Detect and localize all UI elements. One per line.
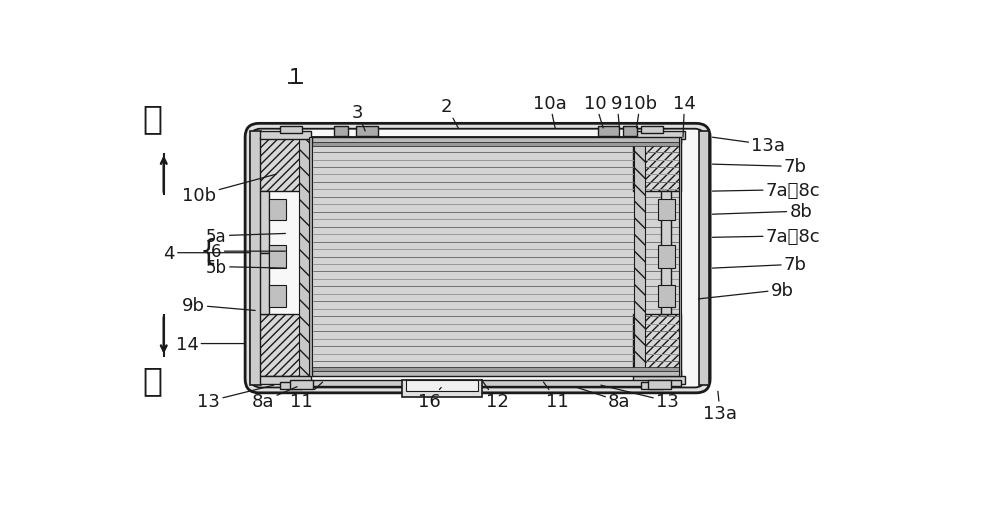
Bar [312,138,681,144]
Bar [658,200,675,221]
Bar [260,253,269,315]
Text: 13: 13 [197,385,274,410]
Bar [260,315,308,376]
Bar [334,126,348,136]
Bar [402,380,482,397]
Text: 7a、8c: 7a、8c [712,181,820,199]
Bar [356,126,378,136]
Text: 7b: 7b [712,158,807,176]
Text: 9: 9 [611,94,623,129]
Bar [623,126,637,136]
Text: 2: 2 [441,98,458,129]
Bar [260,192,269,253]
Bar [299,138,310,376]
Text: 8b: 8b [712,203,812,221]
Text: 13a: 13a [703,391,737,422]
Text: 6: 6 [211,243,285,261]
Bar [633,315,681,376]
Bar [658,286,675,307]
Bar [634,138,645,376]
Bar [309,138,312,376]
Text: 11: 11 [290,382,323,410]
Text: 16: 16 [418,388,441,410]
Text: 10: 10 [584,94,607,129]
Text: 后: 后 [142,363,162,397]
Text: 8a: 8a [574,387,631,410]
Bar [312,367,681,372]
Text: 前: 前 [142,102,162,135]
Text: 1: 1 [289,68,302,88]
Text: 14: 14 [176,335,245,353]
Bar [312,370,681,376]
Bar [648,380,671,389]
FancyBboxPatch shape [245,124,710,393]
Bar [633,138,681,192]
Bar [250,132,261,385]
Bar [312,380,681,386]
Text: 7a、8c: 7a、8c [712,228,820,245]
Text: 10b: 10b [182,175,276,205]
Text: 13a: 13a [712,136,785,155]
Bar [641,382,663,389]
Bar [633,376,685,384]
Text: 10b: 10b [623,94,657,129]
Text: 8a: 8a [252,387,297,410]
Text: 9b: 9b [698,281,794,299]
Bar [658,245,675,269]
Text: 13: 13 [601,385,679,410]
Text: 9b: 9b [182,296,255,315]
Bar [598,126,619,136]
Bar [269,200,286,221]
Text: 11: 11 [544,382,569,410]
Text: 3: 3 [352,104,365,132]
Bar [269,286,286,307]
Bar [260,376,311,384]
Bar [698,132,709,385]
Bar [312,138,681,376]
Bar [679,138,681,376]
Text: 14: 14 [673,94,696,138]
Bar [260,132,311,139]
Text: {: { [200,238,218,266]
Text: 7b: 7b [712,256,807,274]
Bar [280,126,302,133]
Bar [312,143,681,147]
Bar [269,245,286,269]
Bar [260,138,308,192]
Bar [641,126,663,133]
Text: 4: 4 [163,244,251,262]
Text: 5b: 5b [206,258,285,276]
Bar [280,382,302,389]
Text: 12: 12 [482,380,508,410]
Text: 10a: 10a [533,94,567,129]
Bar [661,253,671,315]
FancyBboxPatch shape [251,129,705,388]
Bar [406,380,478,391]
Text: 5a: 5a [206,228,285,245]
Bar [290,380,313,389]
Bar [633,132,685,139]
Bar [661,192,671,253]
